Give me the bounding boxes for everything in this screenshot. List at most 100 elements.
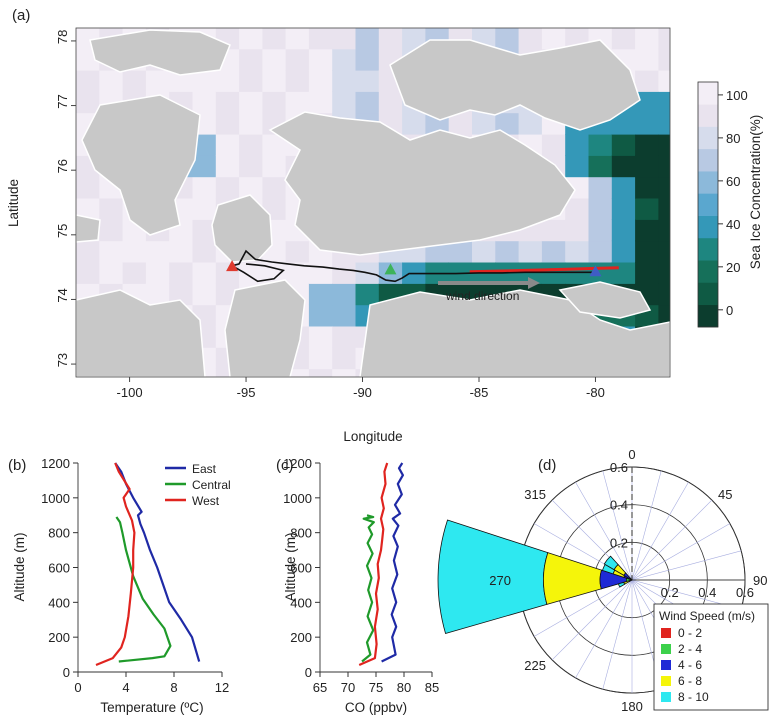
ice-cell: [588, 155, 613, 178]
legend-label-west: West: [192, 494, 220, 508]
ice-cell: [76, 198, 100, 220]
ice-cell: [76, 134, 77, 156]
ice-cell: [239, 48, 263, 71]
map-x-ticks: -100 -95 -90 -85 -80: [117, 377, 605, 400]
panel-label-d: (d): [538, 457, 556, 474]
ice-cell: [332, 28, 357, 50]
ice-cell: [635, 28, 659, 50]
wind-rose-angle-label: 45: [718, 487, 732, 502]
ice-cell: [658, 134, 670, 156]
ice-cell: [658, 91, 670, 114]
ice-cell: [76, 176, 100, 199]
ice-cell: [122, 262, 147, 284]
ice-cell: [192, 262, 217, 284]
co-x-tick-label: 70: [341, 680, 355, 695]
wind-rose-radial-label-n: 0.6: [610, 460, 628, 475]
ice-cell: [565, 198, 590, 220]
ice-cell: [635, 70, 659, 92]
wind-rose-spoke: [575, 579, 633, 679]
ice-cell: [76, 70, 100, 92]
temperature-series-central: [115, 516, 172, 663]
ice-cell: [402, 28, 426, 50]
ice-cell: [285, 70, 310, 92]
ice-cell: [76, 198, 77, 220]
temperature-x-tick-label: 4: [122, 680, 129, 695]
wind-rose-radial-label-n: 0.2: [610, 535, 628, 550]
colorbar-tick-label: 80: [726, 131, 740, 146]
temperature-x-tick-label: 0: [74, 680, 81, 695]
colorbar-swatch: [698, 215, 718, 239]
map-x-tick-label: -95: [237, 385, 256, 400]
wind-rose-legend-box: [653, 603, 769, 711]
co-x-tick-label: 65: [313, 680, 327, 695]
colorbar-tick-label: 60: [726, 174, 740, 189]
ice-cell: [145, 240, 170, 263]
ice-cell: [658, 28, 670, 50]
ice-cell: [611, 240, 636, 263]
colorbar-swatch: [698, 260, 718, 283]
panel-label-a: (a): [12, 7, 30, 24]
ice-cell: [658, 112, 670, 135]
co-series-central: [361, 514, 375, 663]
colorbar-swatch: [698, 237, 718, 261]
wind-rose-legend-label: 4 - 6: [678, 658, 702, 672]
ice-cell: [658, 240, 670, 263]
ice-cell: [308, 304, 333, 327]
ice-cell: [611, 155, 636, 178]
ice-cell: [565, 134, 590, 156]
marker-west: [226, 260, 239, 272]
ice-cell: [378, 91, 403, 114]
wind-rose-legend-label: 0 - 2: [678, 626, 702, 640]
colorbar-tick-label: 20: [726, 260, 740, 275]
colorbar-tick-label: 0: [726, 303, 733, 318]
ice-cell: [308, 28, 333, 50]
ice-cell: [169, 262, 194, 284]
temperature-axes: 0 4 8 12 0 200 400 600 800 1000 1200: [41, 456, 229, 695]
ice-cell: [355, 28, 380, 50]
ice-cell: [145, 70, 170, 92]
panel-label-c: (c): [276, 457, 294, 474]
ice-cell: [472, 240, 496, 263]
ice-cell: [611, 112, 636, 135]
colorbar-tick-label: 40: [726, 217, 740, 232]
ice-cell: [239, 155, 263, 178]
co-y-tick-label: 0: [305, 665, 312, 680]
ice-cell: [611, 176, 636, 199]
legend-swatch-3: [661, 676, 671, 686]
ice-cell: [262, 70, 287, 92]
wind-rose-spoke: [551, 579, 633, 661]
ice-cell: [332, 368, 357, 377]
colorbar-swatch: [698, 193, 718, 216]
co-x-label: CO (ppbv): [345, 700, 407, 715]
ice-cell: [76, 240, 77, 263]
temperature-y-tick-label: 1200: [41, 456, 70, 471]
map-y-label: Latitude: [6, 179, 21, 227]
ice-cell: [635, 262, 659, 284]
ice-cell: [308, 347, 333, 370]
ice-cell: [611, 28, 636, 50]
site-markers: [226, 260, 602, 277]
ice-cell: [239, 91, 263, 114]
ice-cell: [611, 262, 636, 284]
ice-cell: [285, 91, 310, 114]
ice-cell: [145, 262, 170, 284]
land-masses: [76, 29, 670, 377]
co-x-tick-label: 85: [425, 680, 439, 695]
ice-cell: [402, 112, 426, 135]
ice-cell: [658, 198, 670, 220]
ice-cell: [355, 48, 380, 71]
ice-cell: [192, 155, 217, 178]
ice-cell: [635, 91, 659, 114]
ice-cell: [332, 262, 357, 284]
co-profile-chart: 65 70 75 80 85 0 200 400 600 800 1000 1200 CO (ppbv…: [283, 456, 439, 715]
co-y-label: Altitude (m): [283, 532, 298, 601]
wind-rose-angle-label: 270: [489, 573, 511, 588]
ice-cell: [635, 134, 659, 156]
ice-cell: [308, 368, 333, 377]
ice-cell: [192, 134, 217, 156]
ice-cell: [611, 134, 636, 156]
ice-cell: [99, 262, 124, 284]
ice-cell: [192, 283, 217, 306]
ice-cell: [448, 240, 473, 263]
